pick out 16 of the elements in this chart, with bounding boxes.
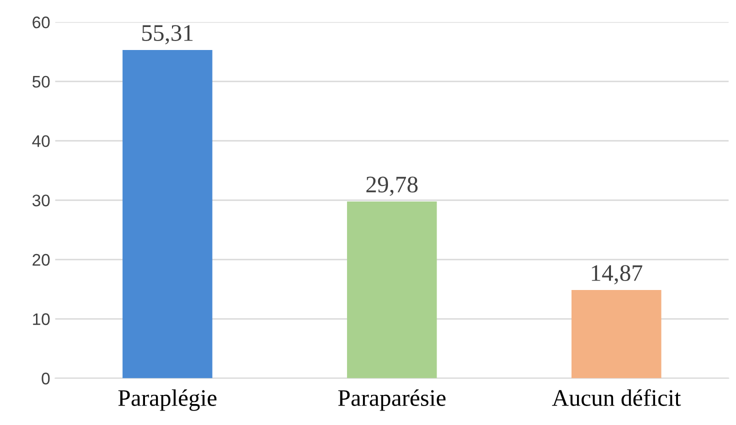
x-tick-label: Paraparésie [338, 389, 446, 411]
y-tick-label: 40 [32, 135, 50, 148]
y-tick-label: 10 [33, 313, 50, 326]
data-label: 14,87 [592, 265, 642, 284]
y-tick-label: 60 [32, 16, 50, 28]
x-tick-label: Paraplégie [118, 389, 216, 411]
data-label: 55,31 [142, 25, 193, 44]
bar [122, 50, 212, 378]
y-tick-label: 50 [32, 76, 50, 88]
data-label: 29,78 [366, 176, 418, 196]
y-tick-label: 20 [32, 254, 50, 266]
y-tick-label: 30 [32, 194, 50, 206]
bar [572, 290, 662, 378]
x-tick-label: Aucun déficit [552, 389, 681, 406]
y-tick-label: 0 [42, 372, 50, 384]
bar [347, 201, 437, 378]
